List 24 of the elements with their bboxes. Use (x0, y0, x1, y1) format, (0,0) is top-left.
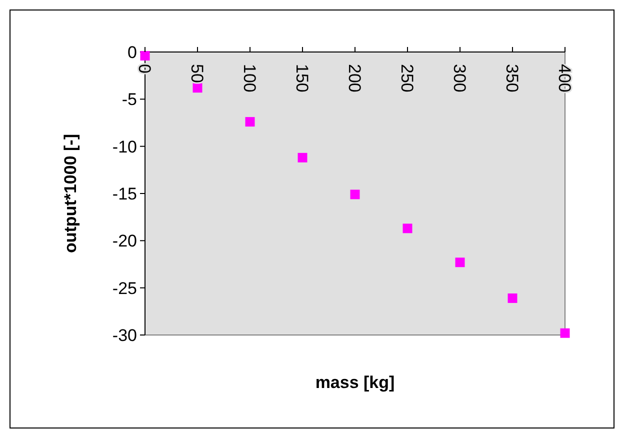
y-tick-label: 0 (128, 42, 137, 62)
point (298, 152, 308, 162)
y-tick-label: -20 (112, 232, 137, 251)
point (402, 224, 412, 234)
y-tick-label: -15 (112, 184, 137, 204)
point (455, 258, 465, 268)
x-axis-title: mass [kg] (315, 373, 395, 392)
point (350, 190, 360, 200)
x-tick-label: 350 (502, 64, 522, 92)
y-tick-label: -30 (112, 326, 137, 345)
x-tick-label: 100 (240, 64, 260, 92)
x-tick-label: 300 (450, 64, 470, 92)
x-tick-label: 150 (292, 64, 312, 92)
x-tick-label: 400 (555, 64, 574, 92)
x-tick-label: 200 (345, 64, 364, 92)
y-tick-label: -25 (112, 278, 137, 298)
point (245, 117, 255, 127)
x-tick-label: 250 (398, 64, 417, 92)
x-tick-label: 50 (188, 64, 207, 83)
y-tick-label: -5 (122, 90, 137, 110)
point (508, 293, 518, 303)
point (560, 328, 570, 338)
y-tick-label: -10 (112, 137, 137, 156)
y-axis-title: output*1000 [-] (61, 134, 80, 253)
